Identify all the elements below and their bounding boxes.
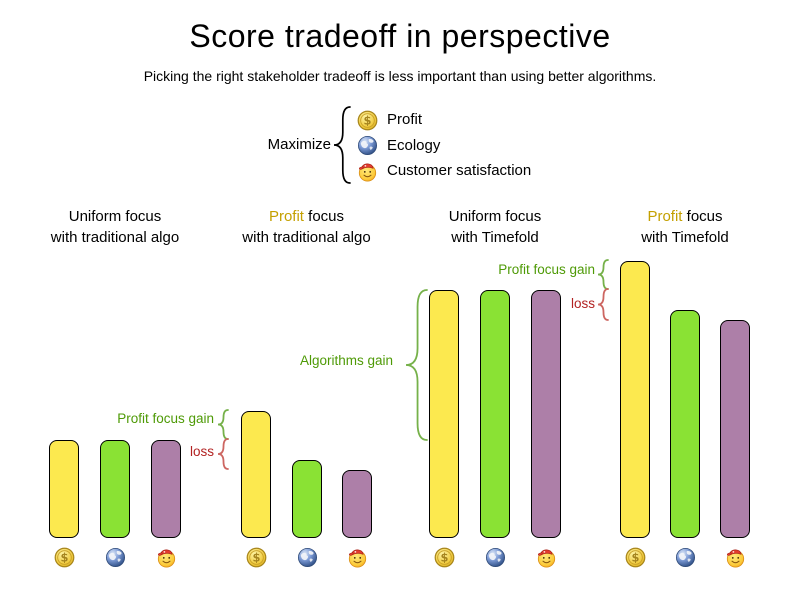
bar-group4-smiley [720, 320, 750, 538]
legend-item-label: Profit [387, 111, 423, 128]
maximize-label: Maximize [267, 136, 331, 153]
bar-group1-globe [100, 440, 130, 538]
bar-group1-smiley [151, 440, 181, 538]
annotation-algorithms-gain: Algorithms gain [299, 353, 393, 368]
annotation-profit-gain-timefold: Profit focus gain [498, 262, 595, 277]
brace-profit-gain-timefold [597, 259, 609, 290]
axis-globe-icon [485, 547, 506, 568]
legend-item-label: Customer satisfaction [387, 162, 532, 179]
brace-profit-gain-traditional [217, 409, 229, 440]
chart-subtitle: Picking the right stakeholder tradeoff i… [143, 68, 657, 84]
brace-loss-timefold [597, 288, 609, 321]
group-label-line1: Uniform focus [15, 206, 215, 227]
bar-group4-coin [620, 261, 650, 538]
svg-text:$: $ [60, 551, 68, 565]
bar-group2-coin [241, 411, 271, 538]
annotation-profit-gain-traditional: Profit focus gain [117, 411, 214, 426]
axis-coin-icon: $ [625, 547, 646, 568]
bar-group2-smiley [342, 470, 372, 538]
group-label-line1: Profit focus [207, 206, 407, 227]
annotation-loss-traditional: loss [189, 444, 214, 459]
axis-globe-icon [105, 547, 126, 568]
bar-group2-globe [292, 460, 322, 538]
bar-group3-coin [429, 290, 459, 538]
axis-globe-icon [675, 547, 696, 568]
axis-smiley-icon [725, 547, 746, 568]
axis-coin-icon: $ [434, 547, 455, 568]
annotation-loss-timefold: loss [570, 296, 595, 311]
group-label-line2: with traditional algo [242, 229, 371, 246]
group-label-text: Uniform focus [448, 208, 542, 225]
svg-text:$: $ [364, 113, 372, 127]
axis-smiley-icon [536, 547, 557, 568]
group-label: Profit focus with Timefold [585, 206, 785, 248]
group-label-text: focus [682, 208, 723, 225]
axis-coin-icon: $ [246, 547, 267, 568]
group-label-text: focus [303, 208, 345, 225]
group-label-highlight: Profit [268, 208, 304, 225]
legend-coin-icon: $ [357, 110, 378, 131]
svg-text:$: $ [440, 551, 448, 565]
group-label-text: Uniform focus [68, 208, 162, 225]
group-label-line2: with Timefold [641, 229, 729, 246]
group-label-line1: Profit focus [585, 206, 785, 227]
maximize-brace [333, 106, 351, 184]
legend-smiley-icon [357, 161, 378, 182]
group-label: Profit focus with traditional algo [207, 206, 407, 248]
legend-globe-icon [357, 135, 378, 156]
axis-coin-icon: $ [54, 547, 75, 568]
svg-text:$: $ [631, 551, 639, 565]
group-label: Uniform focus with traditional algo [15, 206, 215, 248]
group-label-highlight: Profit [647, 208, 683, 225]
chart-title: Score tradeoff in perspective [189, 18, 611, 54]
bar-group4-globe [670, 310, 700, 538]
axis-smiley-icon [156, 547, 177, 568]
group-label-line1: Uniform focus [395, 206, 595, 227]
svg-text:$: $ [252, 551, 260, 565]
brace-loss-traditional [217, 438, 229, 470]
group-label: Uniform focus with Timefold [395, 206, 595, 248]
group-label-line2: with Timefold [451, 229, 539, 246]
legend-item-label: Ecology [387, 136, 441, 154]
bar-group3-smiley [531, 290, 561, 538]
brace-algorithms-gain [405, 289, 428, 441]
axis-globe-icon [297, 547, 318, 568]
bar-group1-coin [49, 440, 79, 538]
axis-smiley-icon [347, 547, 368, 568]
group-label-line2: with traditional algo [50, 229, 180, 246]
bar-group3-globe [480, 290, 510, 538]
